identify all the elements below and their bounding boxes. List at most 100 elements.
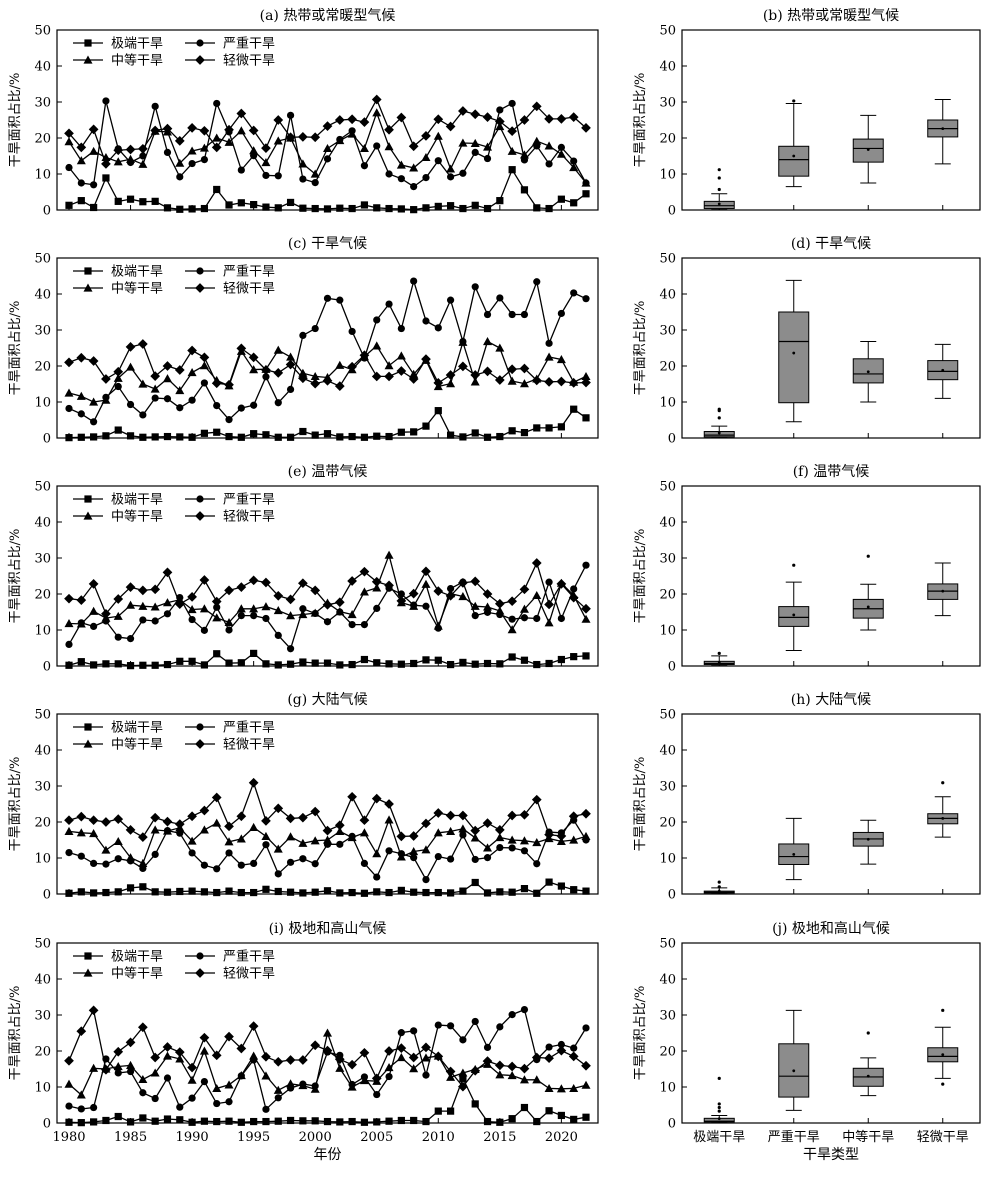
data-point — [397, 1116, 405, 1125]
data-point — [286, 660, 295, 668]
data-point — [581, 123, 591, 133]
data-point — [102, 860, 110, 868]
data-point — [113, 611, 123, 620]
data-point — [199, 805, 210, 816]
data-point — [507, 126, 518, 137]
data-point — [396, 160, 406, 169]
data-point — [213, 888, 221, 897]
data-point — [188, 1118, 196, 1126]
data-point — [101, 1064, 111, 1075]
plot-frame — [56, 29, 599, 211]
data-point — [101, 374, 111, 384]
legend-marker — [195, 55, 205, 65]
data-point — [139, 616, 147, 624]
data-point — [459, 831, 467, 839]
data-point — [126, 154, 136, 163]
y-tick-label: 40 — [659, 60, 676, 75]
data-point — [77, 410, 85, 418]
data-point — [323, 887, 332, 895]
data-point — [113, 594, 124, 604]
legend-marker — [196, 723, 204, 731]
y-tick-label: 10 — [34, 852, 51, 867]
data-point — [261, 365, 271, 375]
data-point — [285, 132, 296, 143]
data-point — [199, 1046, 209, 1055]
data-point — [65, 849, 73, 857]
data-point — [250, 649, 258, 657]
data-point — [261, 816, 271, 826]
data-point — [570, 1115, 578, 1123]
data-point — [125, 1037, 136, 1048]
data-point — [175, 385, 185, 395]
data-point — [556, 1084, 566, 1093]
data-point — [422, 174, 430, 182]
data-point — [483, 602, 493, 611]
data-point — [544, 114, 554, 124]
data-point — [446, 1072, 456, 1081]
data-point — [582, 1024, 590, 1032]
data-point — [507, 1070, 517, 1080]
data-point — [335, 360, 345, 369]
data-point — [533, 614, 541, 623]
data-point — [76, 1090, 86, 1099]
data-point — [90, 181, 98, 189]
data-point — [76, 595, 87, 605]
data-point — [446, 1107, 455, 1115]
data-point — [298, 1081, 308, 1090]
y-tick-label: 0 — [668, 204, 676, 219]
data-point — [348, 1117, 356, 1126]
data-point — [470, 825, 481, 836]
plot-frame — [56, 485, 599, 667]
data-point — [237, 1118, 245, 1126]
data-point — [310, 169, 320, 178]
data-point — [88, 815, 99, 826]
data-point — [446, 1022, 455, 1030]
data-point — [237, 166, 245, 174]
data-point — [199, 1032, 210, 1043]
data-point — [519, 809, 530, 820]
y-tick-label: 30 — [34, 324, 51, 339]
data-point — [508, 653, 516, 661]
series-line-2 — [68, 278, 587, 423]
data-point — [408, 374, 419, 384]
data-point — [114, 855, 122, 863]
data-point — [458, 810, 468, 821]
data-point — [114, 660, 122, 668]
data-point — [262, 431, 270, 439]
data-point — [224, 1080, 234, 1089]
data-point — [64, 593, 74, 604]
data-point — [545, 578, 553, 586]
data-point — [373, 1090, 381, 1099]
data-point — [397, 175, 405, 183]
legend-label: 严重干旱 — [223, 492, 275, 508]
data-point — [126, 195, 135, 203]
data-point — [458, 824, 468, 833]
data-point — [76, 619, 86, 628]
box-mean — [866, 370, 870, 374]
data-point — [520, 614, 529, 622]
legend-label: 极端干旱 — [111, 493, 163, 508]
data-point — [139, 661, 147, 669]
data-point — [224, 821, 234, 832]
data-point — [236, 582, 247, 593]
data-point — [508, 844, 516, 852]
x-tick-label: 2015 — [483, 1130, 516, 1145]
data-point — [310, 1084, 320, 1093]
data-point — [434, 852, 442, 861]
data-point — [360, 433, 369, 441]
data-point — [89, 829, 99, 838]
box-rect — [778, 311, 810, 404]
data-point — [236, 1070, 246, 1080]
data-point — [507, 376, 517, 385]
data-point — [557, 143, 565, 151]
data-point — [64, 388, 74, 397]
data-point — [150, 1068, 160, 1077]
data-point — [422, 317, 430, 325]
data-point — [298, 159, 308, 168]
panel-title: (b) 热带或常暖型气候 — [763, 8, 899, 24]
data-point — [90, 418, 98, 426]
data-point — [162, 1051, 172, 1060]
data-point — [187, 1062, 197, 1073]
data-point — [434, 407, 442, 415]
y-tick-label: 40 — [34, 744, 51, 759]
